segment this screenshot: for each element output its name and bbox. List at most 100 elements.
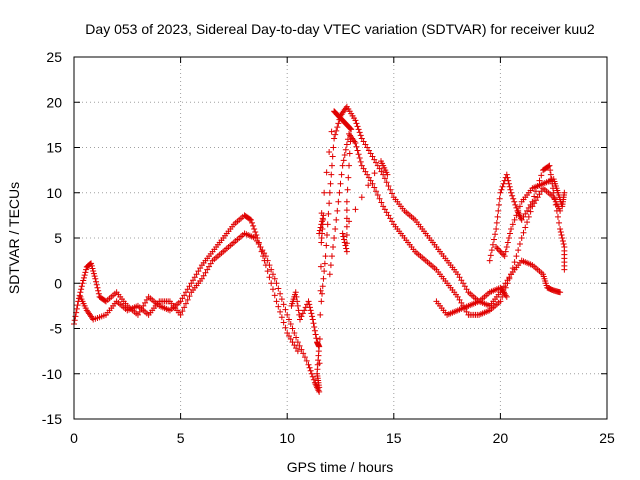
data-point <box>257 244 264 251</box>
y-tick-label: 20 <box>46 94 62 110</box>
data-point <box>268 280 275 287</box>
data-point <box>503 171 510 178</box>
data-point <box>73 305 80 312</box>
data-point <box>509 221 516 228</box>
data-point <box>93 281 100 288</box>
data-point <box>308 310 315 317</box>
y-tick-label: -15 <box>42 411 62 427</box>
data-point <box>82 269 89 276</box>
series-track-4 <box>326 130 564 318</box>
data-point <box>383 179 390 186</box>
data-point <box>80 274 87 281</box>
data-point <box>182 300 189 307</box>
data-point <box>365 182 372 189</box>
data-point <box>505 177 512 184</box>
data-point <box>280 319 287 326</box>
data-point <box>275 285 282 292</box>
x-tick-label: 15 <box>386 430 402 446</box>
data-point <box>518 216 525 223</box>
data-point <box>511 198 518 205</box>
data-point <box>90 268 97 275</box>
data-point <box>511 216 518 223</box>
data-point <box>354 123 361 130</box>
data-point <box>503 244 510 251</box>
data-point <box>266 262 273 269</box>
data-point <box>364 171 371 178</box>
data-point <box>460 280 467 287</box>
series-track-3 <box>318 103 510 305</box>
data-point <box>316 230 323 237</box>
data-point <box>355 151 362 158</box>
data-point <box>500 283 507 290</box>
data-point <box>184 296 191 303</box>
data-point <box>200 272 207 279</box>
y-axis-label: SDTVAR / TECUs <box>6 182 22 294</box>
data-point <box>328 128 335 135</box>
data-point <box>346 162 353 169</box>
data-point <box>79 280 86 287</box>
data-point <box>331 135 338 142</box>
grid <box>74 57 607 419</box>
data-point <box>294 302 301 309</box>
data-point <box>383 209 390 216</box>
data-point <box>184 286 191 293</box>
data-point <box>255 241 262 248</box>
data-point <box>282 306 289 313</box>
data-point <box>561 266 568 273</box>
x-tick-label: 5 <box>177 430 185 446</box>
data-point <box>343 198 350 205</box>
data-point <box>524 219 531 226</box>
data-point <box>489 241 496 248</box>
data-point <box>310 376 317 383</box>
data-point <box>318 210 325 217</box>
data-point <box>374 162 381 169</box>
data-point <box>357 132 364 139</box>
data-point <box>291 342 298 349</box>
data-point <box>360 165 367 172</box>
y-tick-label: -10 <box>42 366 62 382</box>
data-point <box>367 150 374 157</box>
data-point <box>504 174 511 181</box>
data-point <box>381 175 388 182</box>
data-point <box>512 201 519 208</box>
data-point <box>371 170 378 177</box>
data-point <box>295 307 302 314</box>
data-point <box>287 336 294 343</box>
data-point <box>341 236 348 243</box>
data-point <box>353 120 360 127</box>
data-point <box>348 126 355 133</box>
data-point <box>356 129 363 136</box>
data-point <box>335 198 342 205</box>
data-point <box>299 310 306 317</box>
data-point <box>560 241 567 248</box>
data-point <box>505 235 512 241</box>
data-point <box>376 165 383 172</box>
data-point <box>504 239 511 246</box>
data-point <box>264 257 271 264</box>
data-point <box>195 268 202 275</box>
data-point <box>558 231 565 238</box>
data-point <box>275 303 282 310</box>
data-point <box>551 195 558 202</box>
data-point <box>343 223 350 230</box>
data-point <box>497 298 504 305</box>
data-point <box>346 218 353 225</box>
data-point <box>495 207 502 214</box>
data-point <box>292 289 299 296</box>
data-point <box>273 280 280 287</box>
data-point <box>536 191 543 198</box>
data-point <box>499 293 506 300</box>
data-point <box>83 266 90 273</box>
plot-frame <box>73 56 608 420</box>
data-point <box>343 141 350 148</box>
data-point <box>340 233 347 240</box>
data-point <box>547 167 554 174</box>
series-track-2 <box>77 230 323 395</box>
data-point <box>341 239 348 246</box>
y-tick-label: 25 <box>46 49 62 65</box>
data-point <box>206 263 213 270</box>
x-tick-label: 10 <box>279 430 295 446</box>
data-point <box>498 186 505 193</box>
data-point <box>343 248 350 255</box>
data-point <box>559 238 566 245</box>
